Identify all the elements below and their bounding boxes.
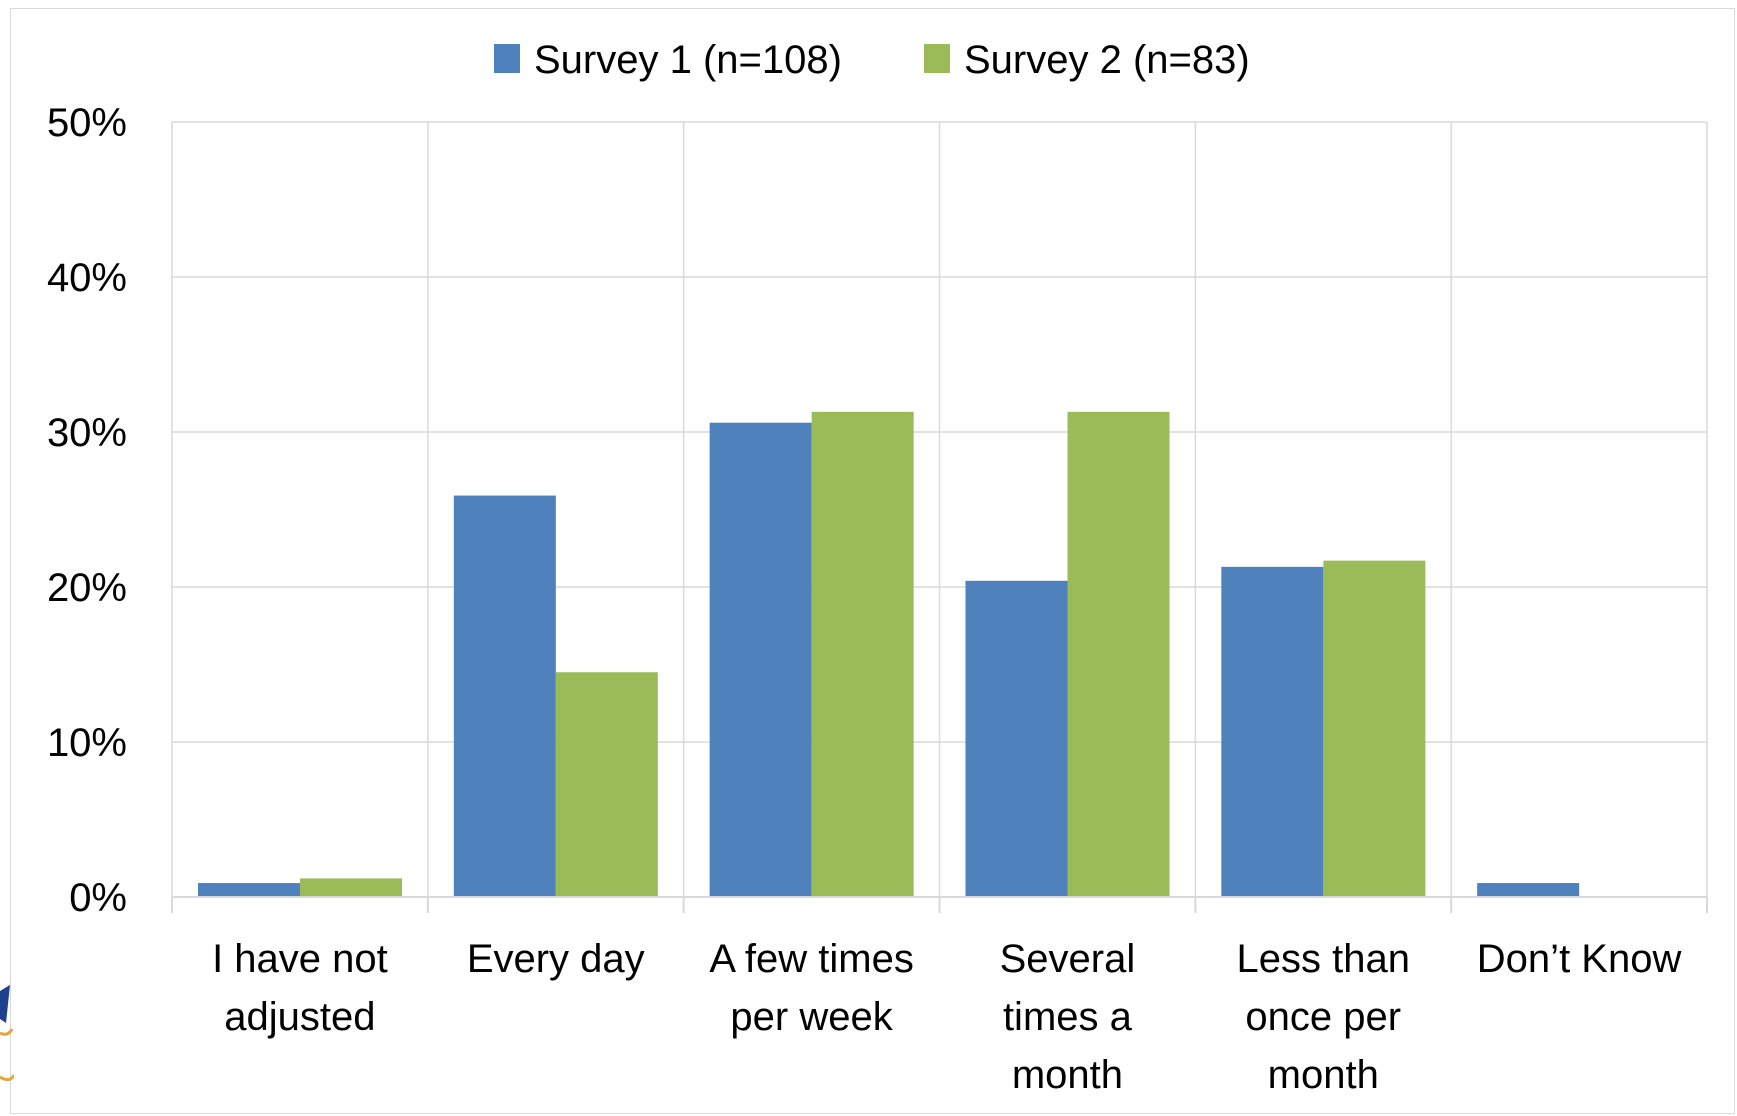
bar-series-2-cat-1 bbox=[300, 878, 402, 897]
gridlines bbox=[171, 121, 1708, 897]
x-category-label: Less than once per month bbox=[1237, 937, 1410, 1097]
legend-label: Survey 2 (n=83) bbox=[964, 38, 1250, 82]
x-category-label: Several times a month bbox=[1000, 937, 1136, 1097]
x-category-label: Every day bbox=[467, 937, 645, 981]
bar-series-1-cat-6 bbox=[1477, 883, 1580, 897]
y-tick-label: 10% bbox=[47, 721, 127, 765]
bar-series-1-cat-2 bbox=[453, 495, 556, 897]
x-category-label: I have not adjusted bbox=[212, 937, 388, 1039]
legend-swatch bbox=[494, 44, 520, 73]
bar-series-2-cat-4 bbox=[1067, 411, 1170, 897]
y-tick-label: 20% bbox=[47, 566, 127, 610]
x-category-label: Don’t Know bbox=[1477, 937, 1682, 981]
bar-series-1-cat-5 bbox=[1221, 566, 1324, 897]
bar-series-2-cat-5 bbox=[1323, 560, 1426, 897]
bar-series-1-cat-1 bbox=[198, 883, 300, 897]
y-tick-label: 40% bbox=[47, 256, 127, 300]
legend-swatch bbox=[924, 44, 950, 73]
x-axis-category-labels: I have not adjusted Every day A few times pe… bbox=[212, 937, 1681, 1097]
axes bbox=[171, 896, 1708, 913]
legend-label: Survey 1 (n=108) bbox=[534, 38, 842, 82]
bars bbox=[198, 411, 1580, 897]
logo-fragment bbox=[0, 985, 14, 1116]
bar-series-2-cat-2 bbox=[555, 672, 658, 897]
bar-series-2-cat-3 bbox=[811, 411, 914, 897]
x-category-label: A few times per week bbox=[709, 937, 914, 1039]
bar-series-1-cat-3 bbox=[709, 422, 812, 897]
y-tick-label: 0% bbox=[69, 876, 127, 920]
y-tick-label: 30% bbox=[47, 411, 127, 455]
legend: Survey 1 (n=108) Survey 2 (n=83) bbox=[494, 38, 1250, 82]
y-axis-tick-labels: 0% 10% 20% 30% 40% 50% bbox=[47, 101, 127, 920]
y-tick-label: 50% bbox=[47, 101, 127, 145]
bar-series-1-cat-4 bbox=[965, 580, 1068, 897]
